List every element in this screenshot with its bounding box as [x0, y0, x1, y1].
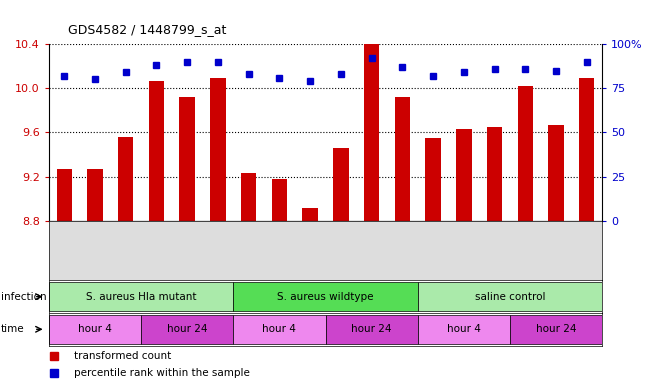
Bar [548, 125, 564, 221]
Text: hour 4: hour 4 [447, 324, 481, 334]
Bar [118, 137, 133, 221]
Text: hour 4: hour 4 [262, 324, 296, 334]
Text: transformed count: transformed count [74, 351, 171, 361]
Bar [271, 179, 287, 221]
Bar [233, 314, 326, 344]
Text: hour 24: hour 24 [352, 324, 392, 334]
Text: GDS4582 / 1448799_s_at: GDS4582 / 1448799_s_at [68, 23, 227, 36]
Bar [364, 44, 380, 221]
Bar [87, 169, 103, 221]
Bar [333, 148, 348, 221]
Text: time: time [1, 324, 24, 334]
Bar [326, 314, 418, 344]
Text: hour 4: hour 4 [78, 324, 112, 334]
Bar [57, 169, 72, 221]
Bar [425, 138, 441, 221]
Bar [518, 86, 533, 221]
Text: saline control: saline control [475, 291, 545, 302]
Bar [510, 314, 602, 344]
Bar [487, 127, 503, 221]
Bar [241, 173, 256, 221]
Text: percentile rank within the sample: percentile rank within the sample [74, 368, 249, 378]
Bar [418, 314, 510, 344]
Bar [418, 282, 602, 311]
Text: hour 24: hour 24 [167, 324, 208, 334]
Bar [49, 282, 233, 311]
Text: S. aureus wildtype: S. aureus wildtype [277, 291, 374, 302]
Bar [303, 208, 318, 221]
Text: S. aureus Hla mutant: S. aureus Hla mutant [86, 291, 197, 302]
Text: hour 24: hour 24 [536, 324, 576, 334]
Bar [141, 314, 233, 344]
Bar [49, 314, 141, 344]
Bar [180, 97, 195, 221]
Bar [210, 78, 226, 221]
Bar [148, 81, 164, 221]
Bar [579, 78, 594, 221]
Bar [233, 282, 418, 311]
Bar [456, 129, 471, 221]
Bar [395, 97, 410, 221]
Text: infection: infection [1, 291, 46, 302]
